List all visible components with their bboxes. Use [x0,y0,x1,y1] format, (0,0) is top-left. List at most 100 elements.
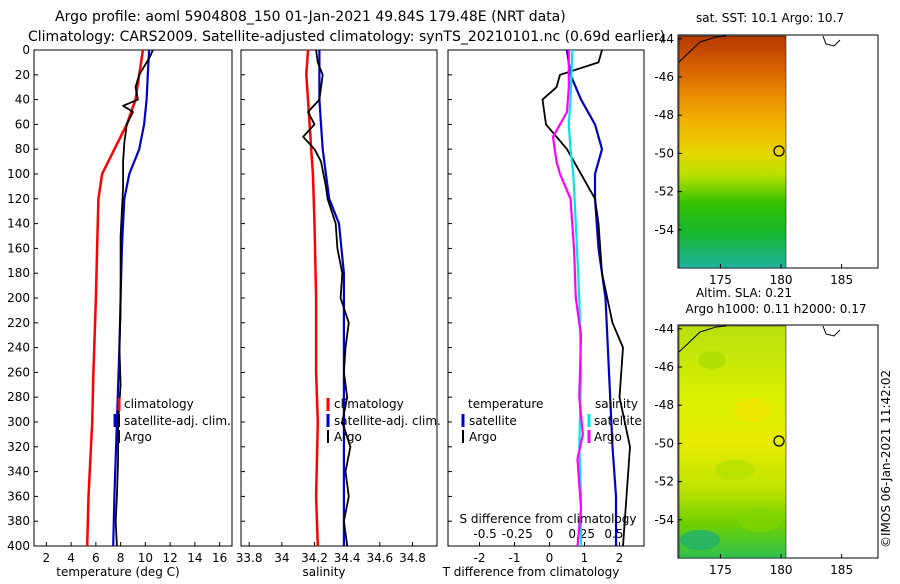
x-tick-label: 6 [92,551,100,565]
title-line-2: Climatology: CARS2009. Satellite-adjuste… [28,29,665,45]
legend-label-s-argo: Argo [594,430,622,444]
lon-tick-label: 180 [770,273,793,287]
x-tick-label: 12 [162,551,177,565]
lat-tick-label: -48 [654,398,674,412]
x-tick-label: 0 [546,551,554,565]
lon-tick-label: 185 [830,563,853,577]
legend-header-temperature: temperature [468,397,543,411]
legend-difference-panel: temperature salinity satellite Argo sate… [461,397,642,444]
x-tick-label: 10 [138,551,153,565]
sst-coastline-right [822,35,841,47]
profile-panels: 0204060801001201401601802002202402602803… [7,43,645,579]
sla-anomaly-blob [738,508,782,532]
sla-map: Altim. SLA: 0.21 Argo h1000: 0.11 h2000:… [654,286,879,577]
legend-label-climatology: climatology [334,397,404,411]
lat-tick-label: -54 [654,513,674,527]
lat-tick-label: -50 [654,146,674,160]
depth-tick-label: 280 [7,390,30,404]
lat-tick-label: -52 [654,185,674,199]
x2-tick-label: -0.5 [473,527,496,541]
lat-tick-label: -52 [654,475,674,489]
sla-anomaly-blob [698,351,726,369]
lat-tick-label: -46 [654,70,674,84]
x-tick-label: -1 [509,551,521,565]
salinity-x-label: salinity [302,565,345,579]
sla-coastline-right [822,325,841,337]
sla-coastline-left [678,325,727,353]
title-line-1: Argo profile: aoml 5904808_150 01-Jan-20… [55,9,566,25]
temperature-x-label: temperature (deg C) [56,565,179,579]
depth-tick-label: 380 [7,514,30,528]
x2-tick-label: 0.5 [604,527,623,541]
depth-tick-label: 400 [7,539,30,553]
x-tick-label: 33.8 [236,551,263,565]
legend-label-t-satellite: satellite [469,414,517,428]
depth-tick-label: 40 [15,93,30,107]
x-tick-label: 2 [43,551,51,565]
legend-label-argo: Argo [334,430,362,444]
sla-float-location-marker [773,435,785,447]
depth-tick-label: 60 [15,117,30,131]
x-tick-label: 1 [581,551,589,565]
x-tick-label: 16 [212,551,227,565]
legend-header-salinity: salinity [595,397,638,411]
difference-x-label: T difference from climatology [442,565,620,579]
sla-map-title-2: Argo h1000: 0.11 h2000: 0.17 [686,302,867,316]
lat-tick-label: -46 [654,360,674,374]
x-tick-label: -2 [474,551,486,565]
depth-tick-label: 100 [7,167,30,181]
sla-anomaly-blob [715,460,755,480]
legend-label-s-satellite: satellite [594,414,642,428]
x2-tick-label: 0 [546,527,554,541]
x-tick-label: 34.6 [366,551,393,565]
difference-x2-label: S difference from climatology [460,512,637,526]
x2-tick-label: -0.25 [502,527,533,541]
depth-tick-label: 180 [7,266,30,280]
depth-tick-label: 360 [7,489,30,503]
salinity-panel: 33.8 34 34.2 34.4 34.6 34.8 salinity [236,49,438,579]
sst-float-location-marker [773,145,785,157]
sla-field-edge [678,325,787,559]
depth-tick-label: 120 [7,192,30,206]
lon-tick-label: 180 [770,563,793,577]
difference-series-t-argo [541,49,631,547]
salinity-plot-frame [240,49,438,547]
sst-coastline-left [678,35,727,63]
x-tick-label: 34.8 [399,551,426,565]
depth-tick-label: 20 [15,68,30,82]
legend-salinity-panel: climatology satellite-adj. clim. Argo [326,397,441,444]
sla-anomaly-blob [734,398,770,422]
depth-tick-label: 320 [7,440,30,454]
difference-panel: -2 -1 0 1 2-0.5 -0.25 0 0.25 0.5T difference fro… [442,49,645,579]
lat-tick-label: -48 [654,108,674,122]
x-tick-label: 4 [67,551,75,565]
legend-label-satellite-adj: satellite-adj. clim. [334,414,441,428]
sst-map-ticks: 175 180 185 -44 -46 -48 -50 -52 -54 [654,32,853,287]
x-tick-label: 34.2 [301,551,328,565]
lat-tick-label: -50 [654,436,674,450]
sst-map-title: sat. SST: 10.1 Argo: 10.7 [696,11,844,25]
sla-map-ticks: 175 180 185 -44 -46 -48 -50 -52 -54 [654,322,853,577]
lon-tick-label: 175 [709,273,732,287]
watermark: ©IMOS 06-Jan-2021 11:42:02 [879,370,893,548]
sst-field-edge [678,35,787,269]
legend-label-satellite-adj: satellite-adj. clim. [124,414,231,428]
depth-tick-label: 260 [7,365,30,379]
depth-tick-label: 80 [15,142,30,156]
depth-tick-label: 160 [7,241,30,255]
lon-tick-label: 185 [830,273,853,287]
depth-tick-label: 220 [7,316,30,330]
x-tick-label: 2 [616,551,624,565]
depth-tick-label: 340 [7,465,30,479]
legend-temperature-panel: climatology satellite-adj. clim. Argo [113,397,231,444]
sla-map-title-1: Altim. SLA: 0.21 [696,286,792,300]
salinity-series-climatology [305,49,320,547]
legend-label-argo: Argo [124,430,152,444]
sst-field [679,36,786,268]
lat-tick-label: -54 [654,223,674,237]
lat-tick-label: -44 [654,32,674,46]
x-tick-label: 8 [117,551,125,565]
depth-tick-label: 200 [7,291,30,305]
depth-tick-label: 0 [22,43,30,57]
